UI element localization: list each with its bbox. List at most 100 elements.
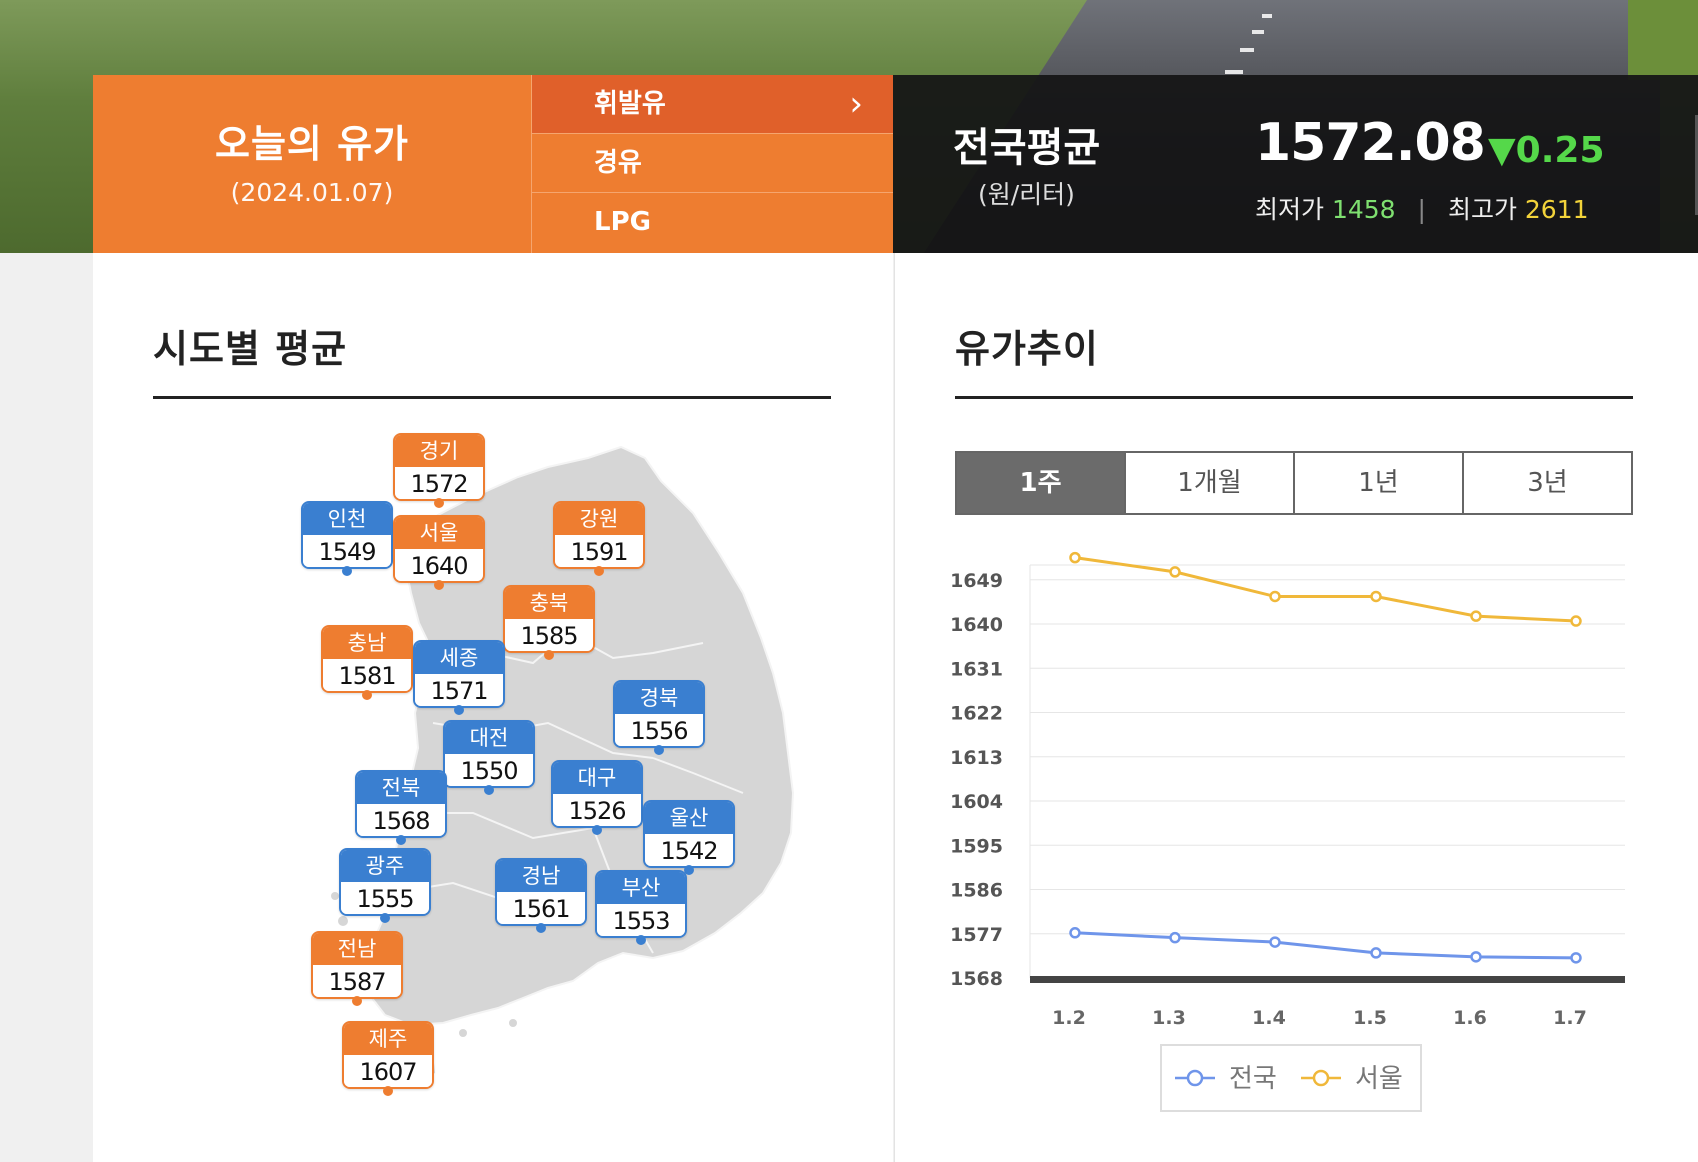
separator: | — [1417, 195, 1426, 224]
data-point — [1269, 936, 1281, 948]
y-tick-label: 1649 — [950, 570, 1003, 592]
region-badge[interactable]: 서울 1640 — [393, 515, 485, 583]
data-point — [1470, 610, 1482, 622]
region-name: 경남 — [497, 860, 585, 892]
region-price: 1591 — [555, 535, 643, 567]
region-name: 대전 — [445, 722, 533, 754]
region-name: 전남 — [313, 933, 401, 965]
region-pin-icon — [594, 566, 604, 576]
region-badge[interactable]: 전남 1587 — [311, 931, 403, 999]
region-price: 1572 — [395, 467, 483, 499]
national-average-panel: 전국평균 (원/리터) 1572.08 ▼0.25 최저가 1458 | 최고가… — [893, 75, 1698, 253]
trend-title: 유가추이 — [955, 327, 1099, 371]
x-tick-label: 1.6 — [1453, 1007, 1487, 1029]
region-pin-icon — [434, 580, 444, 590]
min-max-prices: 최저가 1458 | 최고가 2611 — [1255, 190, 1589, 226]
price-trend-chart: 1568 1577 1586 1595 1604 1613 1622 1631 1640 1649… — [950, 551, 1625, 1112]
price-unit: (원/리터) — [978, 180, 1075, 209]
price-trend-card: 유가추이 1주 1개월 1년 3년 1568 1577 1586 1595 1604 16… — [894, 253, 1698, 1162]
tab-1-week[interactable]: 1주 — [957, 453, 1124, 513]
price-change: ▼0.25 — [1488, 130, 1605, 171]
region-price: 1549 — [303, 535, 391, 567]
region-name: 울산 — [645, 802, 733, 834]
region-price: 1526 — [553, 794, 641, 826]
region-badge[interactable]: 울산 1542 — [643, 800, 735, 868]
x-tick-label: 1.3 — [1152, 1007, 1186, 1029]
region-name: 부산 — [597, 872, 685, 904]
data-point — [1570, 952, 1582, 964]
region-badge[interactable]: 부산 1553 — [595, 870, 687, 938]
data-point — [1169, 931, 1181, 944]
data-point — [1470, 951, 1482, 963]
legend-marker-icon — [1312, 1069, 1330, 1087]
series-line-seoul — [1074, 556, 1577, 623]
region-pin-icon — [544, 650, 554, 660]
fuel-tab-diesel[interactable]: 경유 — [532, 134, 893, 193]
region-badge[interactable]: 경북 1556 — [613, 680, 705, 748]
region-pin-icon — [362, 690, 372, 700]
region-name: 제주 — [344, 1023, 432, 1055]
region-pin-icon — [684, 865, 694, 875]
region-price: 1555 — [341, 882, 429, 914]
max-price-label: 최고가 — [1447, 195, 1517, 224]
period-tabs: 1주 1개월 1년 3년 — [955, 451, 1633, 515]
region-price: 1561 — [497, 892, 585, 924]
region-badge[interactable]: 세종 1571 — [413, 640, 505, 708]
tab-1-month[interactable]: 1개월 — [1124, 453, 1293, 513]
tab-1-year[interactable]: 1년 — [1293, 453, 1462, 513]
region-badge[interactable]: 충남 1581 — [321, 625, 413, 693]
tab-3-years[interactable]: 3년 — [1462, 453, 1631, 513]
region-badge[interactable]: 경남 1561 — [495, 858, 587, 926]
region-badge[interactable]: 대전 1550 — [443, 720, 535, 788]
region-price: 1585 — [505, 619, 593, 651]
max-price-value: 2611 — [1524, 195, 1589, 224]
x-tick-label: 1.7 — [1553, 1007, 1587, 1029]
data-point — [1370, 947, 1382, 959]
region-pin-icon — [654, 745, 664, 755]
region-name: 전북 — [357, 772, 445, 804]
national-average-label: 전국평균 — [953, 125, 1101, 171]
today-price-panel: 오늘의 유가 (2024.01.07) — [93, 75, 531, 253]
regional-average-card: 시도별 평균 경기 1572 인천 1549 서울 1640 강원 1591 충북 1585 충남 1… — [93, 253, 893, 1162]
fuel-tab-gasoline[interactable]: 휘발유 › — [532, 75, 893, 134]
region-price: 1571 — [415, 674, 503, 706]
y-tick-label: 1568 — [950, 968, 1003, 990]
y-tick-label: 1613 — [950, 747, 1003, 769]
region-name: 세종 — [415, 642, 503, 674]
series-line-national — [1074, 931, 1577, 960]
region-pin-icon — [592, 825, 602, 835]
chevron-right-icon: › — [849, 84, 863, 124]
region-pin-icon — [434, 498, 444, 508]
region-price: 1550 — [445, 754, 533, 786]
data-point — [1069, 551, 1081, 564]
page-title: 오늘의 유가 — [214, 122, 410, 166]
y-tick-label: 1595 — [950, 835, 1003, 857]
min-price-value: 1458 — [1331, 195, 1396, 224]
x-axis-baseline — [1030, 976, 1625, 983]
region-pin-icon — [536, 923, 546, 933]
region-badge[interactable]: 경기 1572 — [393, 433, 485, 501]
region-badge[interactable]: 충북 1585 — [503, 585, 595, 653]
region-price: 1568 — [357, 804, 445, 836]
y-tick-label: 1622 — [950, 703, 1003, 725]
x-tick-label: 1.4 — [1252, 1007, 1286, 1029]
region-badge[interactable]: 인천 1549 — [301, 501, 393, 569]
price-date: (2024.01.07) — [230, 178, 394, 207]
region-badge[interactable]: 광주 1555 — [339, 848, 431, 916]
min-price-label: 최저가 — [1255, 195, 1325, 224]
y-tick-label: 1604 — [950, 791, 1003, 813]
y-tick-label: 1631 — [950, 658, 1003, 680]
fuel-type-menu: 휘발유 › 경유 LPG — [531, 75, 893, 253]
region-name: 강원 — [555, 503, 643, 535]
region-badge[interactable]: 강원 1591 — [553, 501, 645, 569]
region-badge[interactable]: 제주 1607 — [342, 1021, 434, 1089]
x-tick-label: 1.2 — [1052, 1007, 1086, 1029]
fuel-tab-lpg[interactable]: LPG — [594, 207, 651, 237]
title-divider — [955, 396, 1633, 399]
region-name: 경기 — [395, 435, 483, 467]
region-price: 1581 — [323, 659, 411, 691]
region-name: 충남 — [323, 627, 411, 659]
region-badge[interactable]: 대구 1526 — [551, 760, 643, 828]
title-divider — [153, 396, 831, 399]
region-badge[interactable]: 전북 1568 — [355, 770, 447, 838]
